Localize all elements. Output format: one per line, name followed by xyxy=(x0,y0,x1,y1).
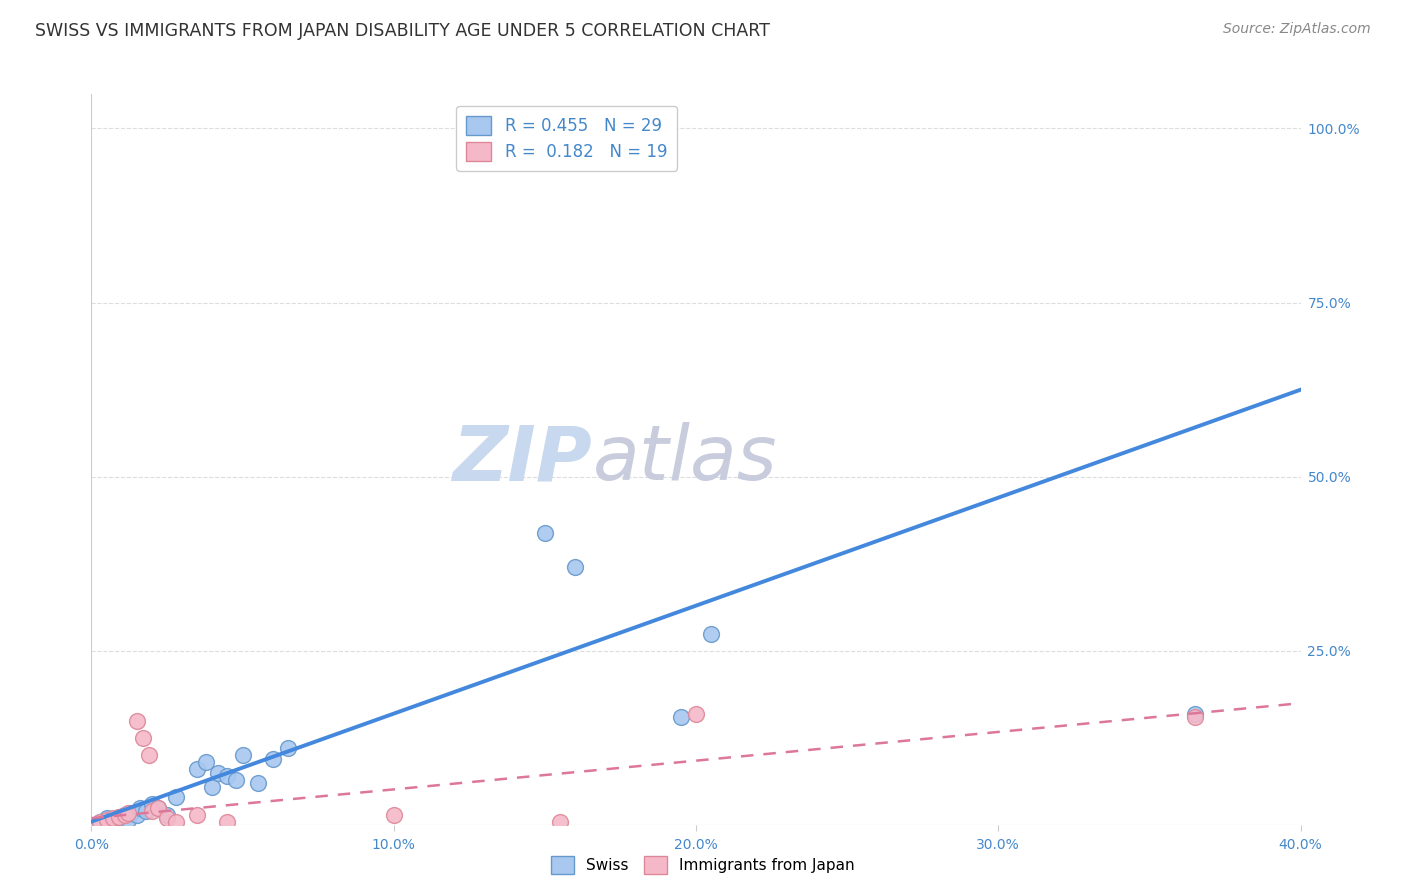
Point xyxy=(165,814,187,829)
Point xyxy=(114,807,136,822)
Point xyxy=(96,811,118,825)
Point xyxy=(89,814,111,829)
Point xyxy=(101,813,124,827)
Point xyxy=(382,807,405,822)
Point xyxy=(262,752,284,766)
Point xyxy=(117,805,139,820)
Point xyxy=(117,813,139,827)
Point xyxy=(146,800,169,814)
Point xyxy=(128,800,150,814)
Point xyxy=(165,790,187,805)
Point xyxy=(101,811,124,825)
Point xyxy=(685,706,707,721)
Point xyxy=(217,814,239,829)
Text: atlas: atlas xyxy=(593,423,778,496)
Point xyxy=(225,772,247,787)
Text: SWISS VS IMMIGRANTS FROM JAPAN DISABILITY AGE UNDER 5 CORRELATION CHART: SWISS VS IMMIGRANTS FROM JAPAN DISABILIT… xyxy=(35,22,770,40)
Point xyxy=(156,807,179,822)
Point xyxy=(700,626,723,640)
Point xyxy=(120,805,142,820)
Point xyxy=(1184,710,1206,724)
Point xyxy=(135,804,157,818)
Point xyxy=(186,763,208,777)
Point xyxy=(277,741,299,756)
Point xyxy=(146,800,169,814)
Text: Source: ZipAtlas.com: Source: ZipAtlas.com xyxy=(1223,22,1371,37)
Point xyxy=(89,814,111,829)
Point xyxy=(533,525,555,540)
Point xyxy=(114,807,136,822)
Point xyxy=(186,807,208,822)
Point xyxy=(1184,706,1206,721)
Legend: R = 0.455   N = 29, R =  0.182   N = 19: R = 0.455 N = 29, R = 0.182 N = 19 xyxy=(457,105,678,170)
Point xyxy=(156,811,179,825)
Point xyxy=(141,804,163,818)
Point xyxy=(125,807,148,822)
Point xyxy=(201,780,224,794)
Text: ZIP: ZIP xyxy=(454,423,593,496)
Point xyxy=(195,756,218,770)
Point xyxy=(125,714,148,728)
Point xyxy=(217,769,239,783)
Point xyxy=(231,748,253,763)
Legend: Swiss, Immigrants from Japan: Swiss, Immigrants from Japan xyxy=(546,850,860,880)
Point xyxy=(207,765,229,780)
Point xyxy=(138,748,160,763)
Point xyxy=(548,814,571,829)
Point xyxy=(96,813,118,827)
Point xyxy=(564,560,586,574)
Point xyxy=(141,797,163,812)
Point xyxy=(107,810,129,824)
Point xyxy=(107,810,129,824)
Point xyxy=(669,710,692,724)
Point xyxy=(132,731,155,745)
Point xyxy=(246,776,269,790)
